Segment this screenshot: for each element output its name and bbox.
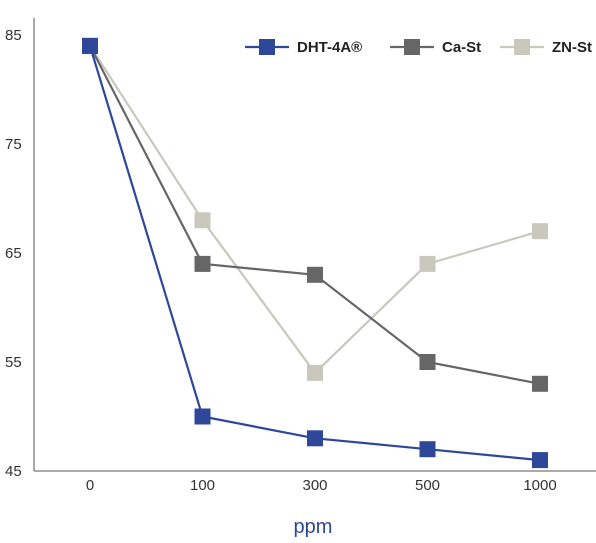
y-tick-label-55: 55 bbox=[5, 354, 22, 371]
x-tick-label-100: 100 bbox=[190, 477, 215, 494]
legend: DHT-4A® Ca-St ZN-St bbox=[245, 39, 592, 56]
x-tick-label-500: 500 bbox=[415, 477, 440, 494]
point-dht-4a-0 bbox=[82, 37, 98, 54]
x-tick-label-0: 0 bbox=[86, 477, 94, 494]
y-axis-ticks: 45 55 65 75 85 bbox=[5, 27, 22, 480]
point-zn-st-100 bbox=[194, 212, 211, 229]
legend-item-zn-st: ZN-St bbox=[500, 39, 592, 56]
y-tick-label-45: 45 bbox=[5, 463, 22, 480]
x-axis-label: ppm bbox=[294, 516, 333, 538]
point-ca-st-300 bbox=[307, 266, 323, 283]
point-dht-4a-500 bbox=[419, 441, 436, 458]
y-tick-label-85: 85 bbox=[5, 27, 22, 44]
series-points bbox=[82, 37, 548, 469]
y-tick-label-75: 75 bbox=[5, 136, 22, 153]
point-dht-4a-1000 bbox=[532, 452, 548, 469]
legend-marker-zn-st bbox=[514, 39, 530, 55]
x-tick-label-300: 300 bbox=[302, 477, 327, 494]
legend-label-zn-st: ZN-St bbox=[552, 39, 592, 56]
legend-marker-dht-4a bbox=[259, 39, 275, 55]
point-ca-st-100 bbox=[194, 255, 211, 272]
point-zn-st-1000 bbox=[532, 223, 548, 240]
series-line-zn-st bbox=[89, 45, 541, 375]
x-axis-ticks: 0 100 300 500 1000 bbox=[86, 477, 557, 494]
point-dht-4a-100 bbox=[194, 408, 211, 425]
point-ca-st-500 bbox=[419, 354, 436, 370]
legend-marker-ca-st bbox=[404, 39, 420, 55]
series-line-dht-4a bbox=[88, 45, 541, 462]
legend-item-ca-st: Ca-St bbox=[390, 39, 481, 56]
axes bbox=[33, 18, 596, 472]
y-tick-label-65: 65 bbox=[5, 245, 22, 262]
series-lines bbox=[88, 45, 541, 462]
point-zn-st-500 bbox=[419, 255, 436, 272]
legend-item-dht-4a: DHT-4A® bbox=[245, 39, 362, 56]
legend-label-dht-4a: DHT-4A® bbox=[297, 39, 362, 56]
point-zn-st-300 bbox=[307, 364, 323, 381]
series-line-ca-st bbox=[89, 45, 541, 385]
x-tick-label-1000: 1000 bbox=[523, 477, 556, 494]
point-ca-st-1000 bbox=[532, 375, 548, 392]
point-dht-4a-300 bbox=[307, 430, 323, 447]
legend-label-ca-st: Ca-St bbox=[442, 39, 481, 56]
